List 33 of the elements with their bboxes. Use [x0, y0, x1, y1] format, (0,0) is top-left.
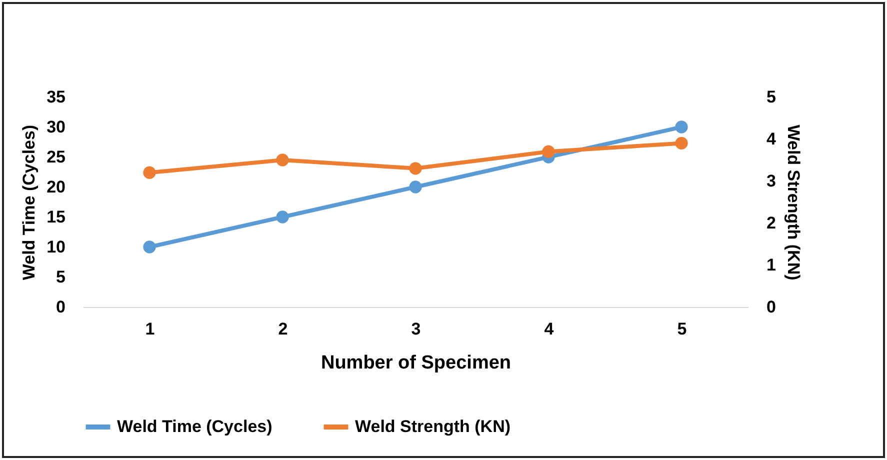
point [276, 210, 289, 224]
y-tick-label: 0 [56, 298, 66, 316]
point [409, 180, 422, 194]
point [409, 162, 422, 175]
x-tick-label: 2 [278, 320, 288, 338]
y2-tick-label: 4 [766, 130, 776, 148]
point [143, 166, 156, 179]
y-tick-label: 30 [46, 118, 66, 136]
x-tick-label: 5 [677, 320, 687, 338]
legend-label: Weld Time (Cycles) [117, 417, 272, 436]
y2-tick-label: 3 [766, 172, 776, 190]
point [276, 154, 289, 166]
y-tick-label: 20 [46, 178, 66, 196]
x-tick-label: 1 [145, 320, 155, 338]
x-tick-label: 4 [544, 320, 554, 338]
y-tick-label: 5 [56, 268, 66, 286]
y-axis-title: Weld Time (Cycles) [20, 124, 39, 280]
point [542, 145, 555, 158]
y2-tick-label: 1 [766, 256, 776, 274]
y-tick-label: 25 [46, 148, 66, 166]
y-tick-label: 15 [46, 208, 66, 226]
point [143, 240, 156, 254]
y2-tick-label: 2 [766, 214, 776, 232]
point [675, 136, 688, 150]
y-tick-label: 10 [46, 238, 66, 256]
y2-axis-title: Weld Strength (KN) [784, 124, 803, 280]
x-tick-label: 3 [411, 320, 421, 338]
y2-tick-label: 0 [766, 298, 776, 316]
legend-label: Weld Strength (KN) [355, 417, 511, 436]
y2-tick-label: 5 [766, 88, 776, 106]
point [675, 120, 688, 134]
y-tick-label: 35 [46, 88, 66, 106]
x-axis-title: Number of Specimen [320, 352, 512, 374]
